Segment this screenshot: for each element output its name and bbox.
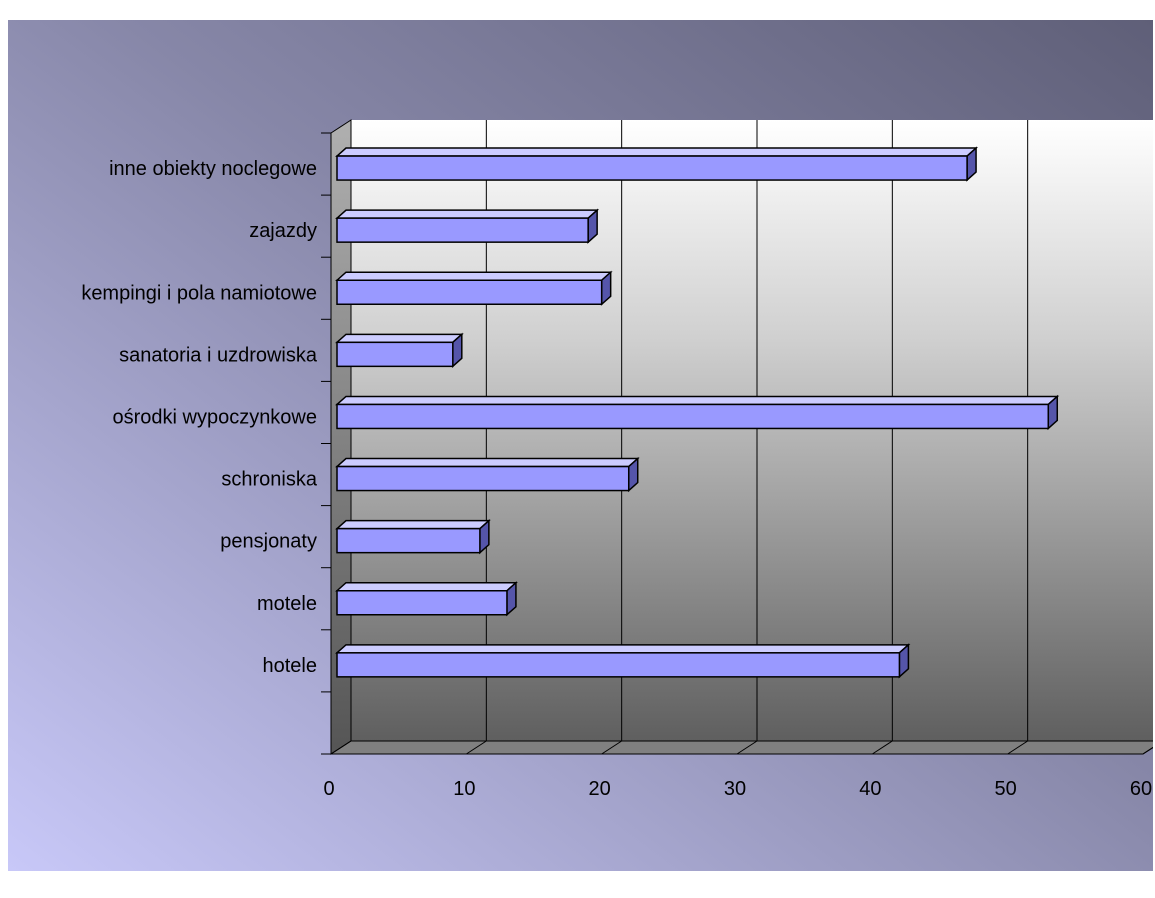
bar-chart: inne obiekty noclegowe zajazdy kempingi i … xyxy=(8,20,1153,871)
bar xyxy=(335,456,640,493)
x-axis-tick-labels: 0 10 20 30 40 50 60 xyxy=(323,778,1152,800)
floor-gridline xyxy=(601,740,622,755)
chart-frame: inne obiekty noclegowe zajazdy kempingi i … xyxy=(8,20,1153,871)
floor-gridline xyxy=(466,740,487,755)
x-tick-label: 0 xyxy=(323,778,334,800)
category-label: kempingi i pola namiotowe xyxy=(81,282,317,304)
x-tick-label: 40 xyxy=(859,778,881,800)
floor-gridline xyxy=(1007,740,1028,755)
bars xyxy=(335,146,1060,679)
bar-front xyxy=(336,155,968,181)
bar xyxy=(335,208,600,244)
bar-top xyxy=(335,395,1060,406)
plot-floor xyxy=(329,740,1153,755)
bar xyxy=(335,643,911,679)
category-label: sanatoria i uzdrowiska xyxy=(119,344,318,366)
x-tick-label: 20 xyxy=(589,778,611,800)
bar-front xyxy=(336,341,454,368)
bar-top xyxy=(335,457,640,468)
bar xyxy=(335,332,464,369)
bar-top xyxy=(335,147,979,157)
floor-gridline xyxy=(872,740,893,755)
bar-top xyxy=(335,271,613,281)
category-label: hotele xyxy=(263,655,318,677)
bar-front xyxy=(336,403,1050,430)
category-label: inne obiekty noclegowe xyxy=(109,158,317,180)
bar-front xyxy=(336,527,481,554)
bar-front xyxy=(336,652,901,678)
bar xyxy=(335,581,518,617)
category-label: motele xyxy=(257,593,317,615)
category-labels: inne obiekty noclegowe zajazdy kempingi i … xyxy=(81,158,318,677)
category-label: ośrodki wypoczynkowe xyxy=(112,406,317,428)
floor-gridline xyxy=(330,740,352,755)
x-tick-label: 60 xyxy=(1130,778,1152,800)
x-tick-label: 30 xyxy=(724,778,746,800)
category-label: schroniska xyxy=(221,469,317,491)
bar-top xyxy=(335,519,491,530)
floor-gridline xyxy=(736,740,758,755)
x-tick-label: 50 xyxy=(995,778,1017,800)
floor-gridline xyxy=(1142,746,1153,755)
bar-top xyxy=(335,333,464,344)
bar-top xyxy=(335,209,600,219)
x-tick-label: 10 xyxy=(453,778,475,800)
bar-top xyxy=(335,582,518,592)
bar-front xyxy=(336,217,589,243)
bar-front xyxy=(336,590,508,616)
bar-top xyxy=(335,644,911,654)
bar xyxy=(335,394,1060,431)
bar-front xyxy=(336,465,630,492)
category-label: pensjonaty xyxy=(220,531,317,553)
bar xyxy=(335,146,979,182)
bar-front xyxy=(336,279,603,305)
category-label: zajazdy xyxy=(249,220,317,242)
bar xyxy=(335,518,491,555)
bar xyxy=(335,270,613,306)
